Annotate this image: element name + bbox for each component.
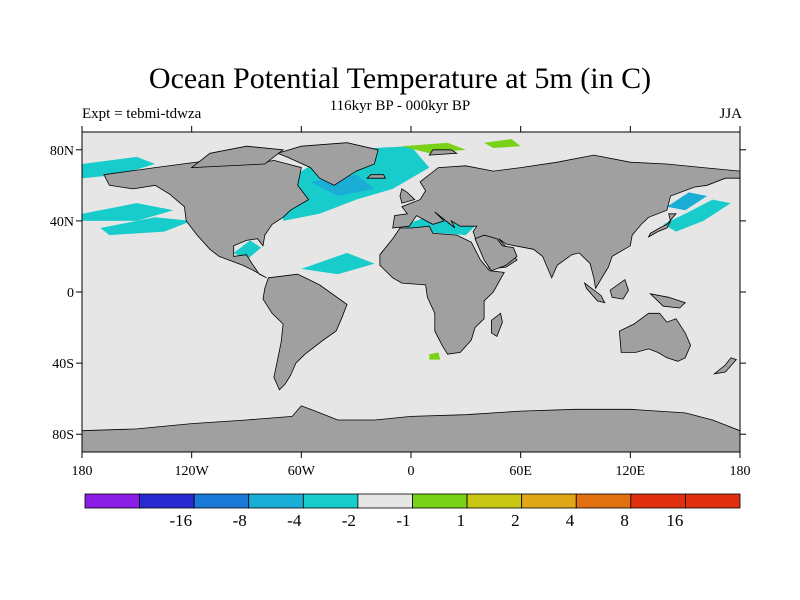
colorbar-box (630, 493, 686, 509)
colorbar-box (575, 493, 632, 509)
iceland-land (366, 174, 387, 179)
season-label: JJA (719, 106, 742, 122)
chart-subtitle: 116kyr BP - 000kyr BP (329, 98, 471, 114)
subtropical-pacific-cool-band (100, 217, 192, 236)
colorbar-label: -4 (287, 511, 302, 530)
south-america-land (262, 273, 348, 391)
borneo-land (609, 278, 629, 300)
x-tick-label: 120E (616, 464, 646, 479)
tropical-atlantic-cool-patch (301, 252, 375, 275)
y-tick-label: 40S (52, 357, 74, 372)
north-america-land (103, 159, 310, 279)
pacific-mid-latitude-cool-band (82, 203, 174, 221)
colorbar-label: 2 (511, 511, 520, 530)
x-tick-label: 120W (175, 464, 210, 479)
arabia-land (474, 234, 518, 272)
y-tick-label: 80S (52, 428, 74, 443)
colorbar-label: 16 (666, 511, 683, 530)
x-tick-label: 180 (730, 464, 751, 479)
colorbar-box (521, 493, 577, 509)
north-pacific-cool-patch (82, 156, 156, 179)
arctic-islands-land (190, 145, 285, 169)
greenland-land (276, 142, 379, 186)
colorbar-box (84, 493, 140, 509)
svalbard-land (428, 149, 458, 156)
antarctica-land (82, 405, 740, 452)
barents-warm-patch (484, 139, 521, 148)
new-guinea-land (649, 293, 686, 309)
colorbar-box (412, 493, 468, 509)
y-tick-label: 40N (50, 215, 74, 230)
colorbar-box (466, 493, 523, 509)
colorbar-box (302, 493, 359, 509)
new-zealand-land (712, 357, 737, 375)
y-tick-label: 80N (50, 144, 74, 159)
australia-land (618, 312, 692, 362)
y-tick-label: 0 (67, 286, 74, 301)
madagascar-land (490, 312, 503, 337)
kuroshio-cool-patch (663, 199, 731, 232)
colorbar-box (248, 493, 304, 509)
colorbar-label: 4 (566, 511, 575, 530)
africa-land (379, 225, 505, 355)
x-tick-label: 0 (408, 464, 415, 479)
eurasia-land (392, 154, 740, 290)
experiment-label: Expt = tebmi-tdwza (82, 106, 202, 122)
uk-land (399, 188, 416, 204)
sumatra-land (583, 281, 606, 304)
colorbar-label: 1 (457, 511, 466, 530)
chart-title: Ocean Potential Temperature at 5m (in C) (148, 62, 652, 95)
colorbar-box (139, 493, 195, 509)
okhotsk-cool-patch (666, 192, 708, 211)
south-atlantic-warm-patch (429, 352, 441, 360)
colorbar-label: -2 (342, 511, 356, 530)
colorbar-box (685, 493, 741, 509)
x-tick-label: 60W (288, 464, 316, 479)
colorbar-box (193, 493, 250, 509)
x-tick-label: 60E (509, 464, 532, 479)
japan-land (647, 213, 677, 238)
colorbar-label: 8 (620, 511, 629, 530)
colorbar-box (357, 493, 413, 509)
colorbar-label: -16 (169, 511, 192, 530)
colorbar-label: -1 (396, 511, 410, 530)
colorbar-label: -8 (233, 511, 247, 530)
x-tick-label: 180 (72, 464, 93, 479)
